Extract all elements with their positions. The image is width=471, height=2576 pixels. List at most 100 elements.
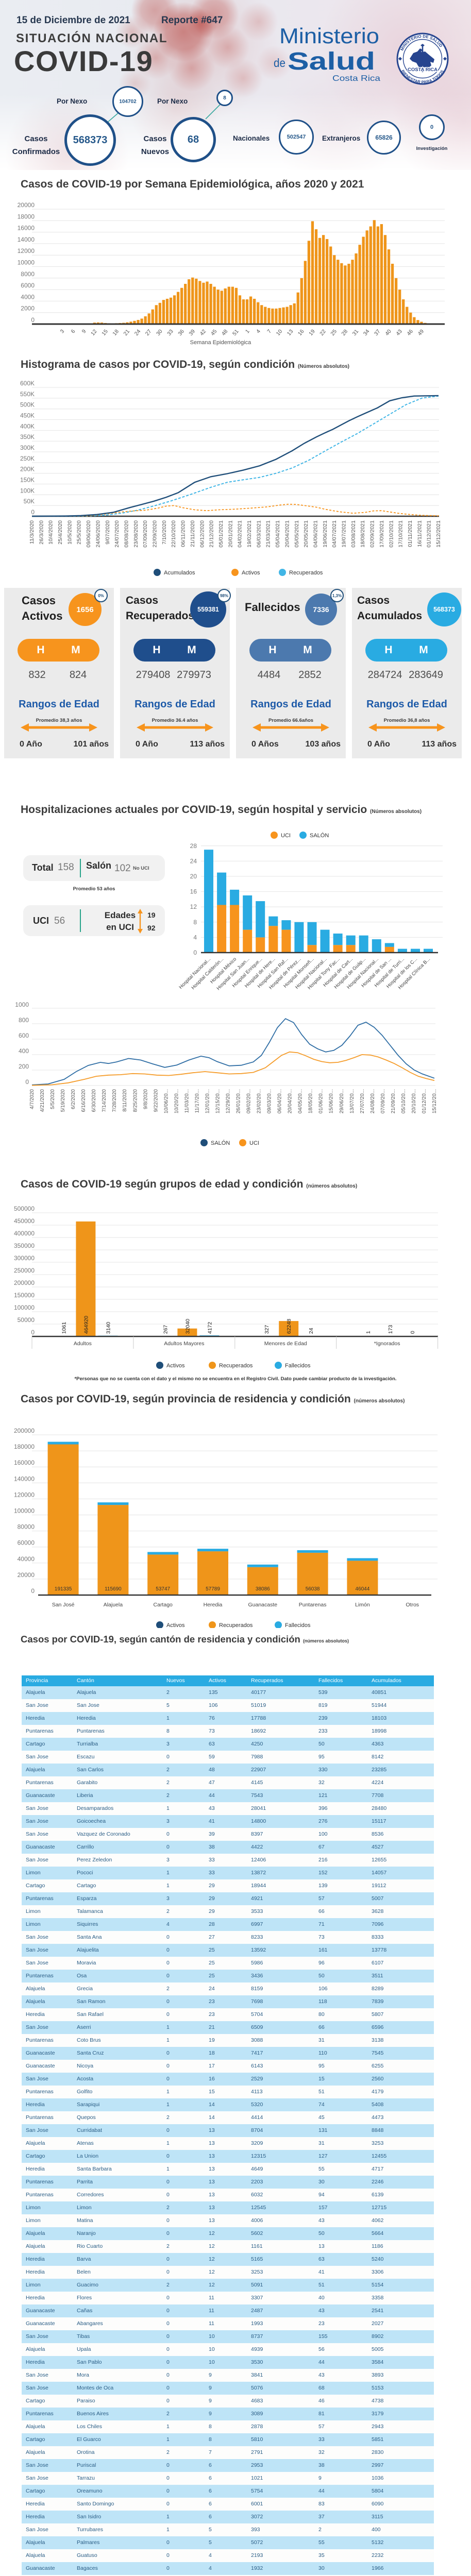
svg-text:17/09/2021: 17/09/2021 [379,520,385,548]
svg-text:20/04/20...: 20/04/20... [288,1089,293,1113]
svg-text:180000: 180000 [14,1443,35,1450]
svg-text:03/08/2021: 03/08/2021 [350,520,357,548]
svg-text:Histograma de casos por COVID-: Histograma de casos por COVID-19, según … [21,359,349,370]
svg-text:60000: 60000 [18,1539,35,1547]
svg-text:UCI: UCI [249,1140,259,1146]
svg-text:450K: 450K [20,412,35,419]
svg-text:Activos: Activos [166,1622,185,1628]
svg-text:01/12/20...: 01/12/20... [422,1089,427,1113]
svg-text:15/12/20...: 15/12/20... [432,1089,438,1113]
svg-text:SALÓN: SALÓN [211,1140,230,1146]
svg-text:09/03/20...: 09/03/20... [267,1089,273,1113]
svg-text:15/06/20...: 15/06/20... [329,1089,334,1113]
svg-text:12/29/20...: 12/29/20... [226,1089,231,1113]
svg-text:06/11/2020: 06/11/2020 [180,520,187,547]
svg-text:350000: 350000 [14,1242,35,1249]
svg-text:Otros: Otros [406,1602,419,1608]
svg-text:08/08/2020: 08/08/2020 [124,520,130,548]
svg-text:20/01/2021: 20/01/2021 [227,520,233,548]
svg-text:Alajuela: Alajuela [104,1602,123,1608]
svg-text:20: 20 [190,873,197,880]
svg-text:300000: 300000 [14,1255,35,1262]
svg-text:*Personas que no se cuenta con: *Personas que no se cuenta con el dato y… [74,1376,396,1382]
svg-text:7/28/2020: 7/28/2020 [112,1089,117,1112]
svg-text:01/11/2021: 01/11/2021 [407,520,413,547]
svg-text:Recuperados: Recuperados [219,1622,253,1628]
svg-text:5/5/2020: 5/5/2020 [50,1089,56,1109]
svg-text:12000: 12000 [18,247,35,255]
svg-text:40000: 40000 [18,1555,35,1563]
svg-text:400000: 400000 [14,1230,35,1237]
svg-text:Adultos Mayores: Adultos Mayores [164,1341,204,1347]
svg-text:8000: 8000 [21,270,35,278]
svg-text:15/12/2021: 15/12/2021 [435,520,442,548]
svg-text:400: 400 [19,1047,29,1055]
svg-text:7/10/2020: 7/10/2020 [161,520,167,545]
svg-text:11/17/20...: 11/17/20... [194,1089,200,1113]
svg-text:32040: 32040 [184,1319,191,1334]
svg-text:San José: San José [52,1602,75,1608]
svg-text:0: 0 [25,1078,29,1086]
svg-text:17/10/2021: 17/10/2021 [398,520,404,548]
svg-text:57789: 57789 [206,1586,220,1592]
svg-text:500000: 500000 [14,1205,35,1212]
svg-text:UCI: UCI [281,833,291,839]
svg-text:0: 0 [31,509,35,516]
svg-text:6000: 6000 [21,282,35,289]
svg-text:53747: 53747 [156,1586,170,1592]
svg-text:20/04/2021: 20/04/2021 [284,520,290,548]
svg-text:11/3/2020: 11/3/2020 [29,520,35,544]
svg-text:21/11/2020: 21/11/2020 [190,520,196,547]
svg-text:Activos: Activos [166,1363,185,1369]
svg-text:16/11/2021: 16/11/2021 [416,520,423,547]
svg-text:Casos de COVID-19 según grupos: Casos de COVID-19 según grupos de edad y… [21,1178,357,1190]
svg-text:Fallecidos: Fallecidos [285,1363,311,1369]
svg-text:07/09/2020: 07/09/2020 [142,520,148,548]
svg-text:Fallecidos: Fallecidos [285,1622,311,1628]
svg-text:115690: 115690 [105,1586,122,1592]
svg-text:200000: 200000 [14,1279,35,1286]
svg-text:09/06/2020: 09/06/2020 [86,520,92,548]
svg-text:Cartago: Cartago [154,1602,173,1608]
svg-text:02/10/2021: 02/10/2021 [388,520,394,548]
svg-text:25/5/2020: 25/5/2020 [76,520,82,545]
svg-text:Salud: Salud [288,48,375,75]
svg-text:07/09/20...: 07/09/20... [380,1089,386,1113]
svg-text:12/15/20...: 12/15/20... [215,1089,221,1113]
svg-text:250K: 250K [20,455,35,462]
svg-text:19/02/2021: 19/02/2021 [246,520,253,548]
svg-text:6/2/2020: 6/2/2020 [71,1089,76,1109]
svg-text:24/07/2020: 24/07/2020 [114,520,120,548]
svg-text:01/06/20...: 01/06/20... [318,1089,324,1113]
svg-text:327: 327 [264,1325,270,1334]
svg-text:1061: 1061 [61,1321,67,1334]
svg-text:7/14/2020: 7/14/2020 [102,1089,107,1112]
svg-text:02/09/2021: 02/09/2021 [369,520,376,548]
svg-text:10000: 10000 [18,259,35,266]
svg-text:Acumulados: Acumulados [164,570,195,576]
svg-text:550K: 550K [20,391,35,398]
svg-text:Semana Epidemiológica: Semana Epidemiológica [190,340,252,346]
svg-text:05/01/2021: 05/01/2021 [218,520,224,548]
svg-text:450000: 450000 [14,1217,35,1225]
svg-text:20000: 20000 [18,201,35,209]
svg-text:12: 12 [190,903,197,910]
svg-text:16: 16 [190,888,197,895]
svg-text:Activos: Activos [242,570,260,576]
svg-text:26/3/2020: 26/3/2020 [38,520,44,545]
svg-text:10/5/2020: 10/5/2020 [66,520,73,545]
svg-text:4/21/2020: 4/21/2020 [40,1089,45,1112]
svg-text:267: 267 [162,1325,169,1334]
svg-text:8/11/2020: 8/11/2020 [122,1089,128,1112]
svg-text:100000: 100000 [14,1304,35,1311]
svg-text:9/07/2020: 9/07/2020 [105,520,111,545]
svg-text:0: 0 [31,316,35,324]
svg-text:06/04/20...: 06/04/20... [277,1089,283,1113]
svg-text:20000: 20000 [18,1571,35,1579]
svg-text:04/06/2021: 04/06/2021 [313,520,319,548]
svg-text:Adultos: Adultos [74,1341,92,1347]
svg-text:20/05/2021: 20/05/2021 [303,520,309,548]
svg-text:0: 0 [193,949,197,956]
svg-text:05/04/2021: 05/04/2021 [275,520,281,548]
svg-text:06/12/2020: 06/12/2020 [199,520,205,548]
